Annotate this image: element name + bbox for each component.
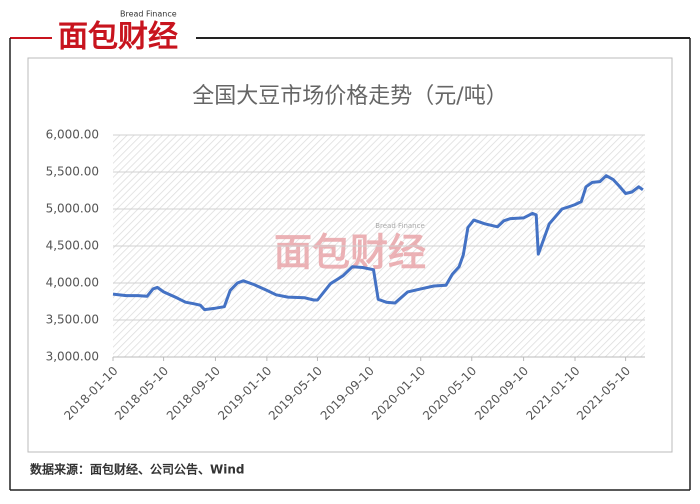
y-tick-label: 6,000.00 [46,128,99,142]
price-line [112,174,644,312]
logo-en: Bread Finance [120,10,177,19]
y-tick-label: 4,000.00 [46,276,99,290]
source-note: 数据来源：面包财经、公司公告、Wind [30,462,244,477]
y-tick-label: 5,000.00 [46,202,99,216]
y-tick-label: 4,500.00 [46,239,99,253]
watermark-en: Bread Finance [375,222,425,230]
chart-title: 全国大豆市场价格走势（元/吨） [192,84,507,109]
y-tick-label: 3,500.00 [46,313,99,327]
y-tick-label: 3,000.00 [46,350,99,364]
logo: 面包财经 [58,20,178,55]
y-tick-label: 5,500.00 [46,165,99,179]
